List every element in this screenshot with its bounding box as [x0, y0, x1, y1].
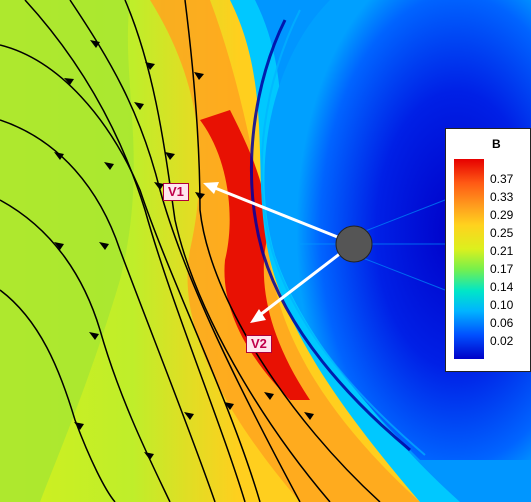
- legend-tick: 0.02: [490, 334, 514, 348]
- velocity-arrows: [203, 182, 351, 323]
- legend-tick: 0.21: [490, 244, 514, 258]
- vector-label-v1: V1: [163, 183, 189, 201]
- legend-tick: 0.10: [490, 298, 514, 312]
- peak-field-region: [200, 110, 310, 400]
- streamline-arrows: [54, 40, 314, 460]
- planet-body: [335, 225, 373, 263]
- streamlines: [0, 0, 381, 502]
- boundary-layer: [250, 19, 411, 452]
- color-legend: B 0.37 0.33 0.29 0.25: [445, 128, 531, 372]
- legend-tick: 0.29: [490, 208, 514, 222]
- legend-tick: 0.33: [490, 190, 514, 204]
- boundary-layer-outer: [260, 9, 426, 456]
- legend-tick: 0.17: [490, 262, 514, 276]
- legend-tick: 0.06: [490, 316, 514, 330]
- upstream-green-region: [0, 0, 134, 502]
- legend-tick: 0.37: [490, 172, 514, 186]
- legend-title: B: [492, 137, 501, 151]
- vector-label-v2: V2: [246, 335, 272, 353]
- legend-colorbar: [454, 159, 484, 359]
- legend-tick: 0.14: [490, 280, 514, 294]
- legend-tick: 0.25: [490, 226, 514, 240]
